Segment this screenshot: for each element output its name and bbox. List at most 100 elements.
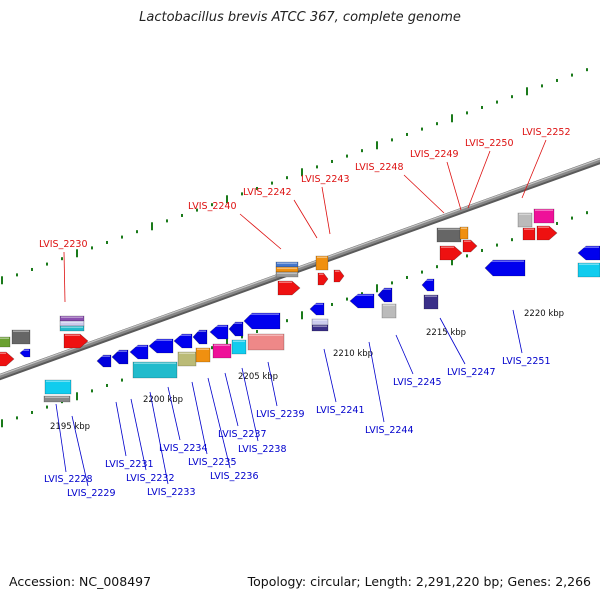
forward-leader-line — [446, 161, 462, 211]
reverse-gene-label: LVIS_2235 — [188, 457, 237, 468]
feature-red-2240 — [277, 280, 301, 296]
reverse-gene-label: LVIS_2244 — [365, 425, 414, 436]
gene-features — [0, 208, 600, 403]
feature-red-2252a — [522, 227, 536, 241]
feature-stripe-c — [59, 325, 85, 332]
forward-gene-label: LVIS_2248 — [355, 162, 404, 173]
scale-label: 2210 kbp — [333, 349, 373, 359]
reverse-leader-line — [167, 386, 181, 441]
reverse-gene-label: LVIS_2232 — [126, 473, 175, 484]
reverse-leader-line — [207, 377, 231, 469]
feature-stripe-orange — [275, 266, 299, 273]
feature-khaki — [177, 351, 197, 367]
reverse-leader-line — [149, 391, 169, 485]
reverse-leader-line — [224, 372, 239, 427]
label-leader-lines — [55, 139, 547, 487]
forward-leader-line — [239, 213, 282, 250]
feature-red-2230 — [63, 333, 89, 349]
feature-blue-2241 — [309, 302, 325, 316]
feature-salmon — [247, 333, 285, 351]
feature-stripe-gray — [275, 271, 299, 278]
reverse-leader-line — [115, 401, 127, 457]
feature-blue-2239 — [243, 312, 281, 330]
reverse-leader-line — [323, 348, 337, 403]
feature-blue-left — [19, 348, 31, 358]
feature-cyan-left — [44, 379, 72, 395]
feature-stripe-2241b — [311, 324, 329, 332]
reverse-leader-line — [55, 403, 67, 473]
scale-label: 2220 kbp — [524, 309, 564, 319]
forward-leader-line — [293, 199, 318, 239]
reverse-gene-label: LVIS_2238 — [238, 444, 287, 455]
backbone-highlight — [0, 158, 600, 376]
map-title: Lactobacillus brevis ATCC 367, complete … — [139, 10, 461, 25]
feature-magenta-2252 — [533, 208, 555, 224]
forward-leader-line — [521, 139, 547, 199]
dotted-guide-lines — [1, 68, 588, 428]
feature-blue-2246 — [421, 278, 435, 292]
reverse-gene-label: LVIS_2231 — [105, 459, 154, 470]
feature-blue-2235 — [173, 333, 193, 349]
forward-gene-label: LVIS_2242 — [243, 187, 292, 198]
reverse-gene-label: LVIS_2237 — [218, 429, 267, 440]
reverse-gene-label: LVIS_2228 — [44, 474, 93, 485]
scale-label: 2195 kbp — [50, 422, 90, 432]
forward-gene-label: LVIS_2240 — [188, 201, 237, 212]
feature-cyan-long — [132, 361, 178, 379]
reverse-leader-line — [267, 361, 278, 407]
backbone-line — [0, 157, 600, 379]
feature-cyan-right — [577, 262, 600, 278]
feature-gray-2245 — [381, 303, 397, 319]
feature-blue-2236 — [192, 329, 208, 345]
feature-blue-2244b — [377, 287, 393, 303]
feature-red-2252b — [536, 225, 558, 241]
reverse-gene-label: LVIS_2239 — [256, 409, 305, 420]
reverse-gene-label: LVIS_2233 — [147, 487, 196, 498]
reverse-leader-line — [71, 415, 89, 487]
forward-gene-label: LVIS_2252 — [522, 127, 571, 138]
reverse-gene-label: LVIS_2247 — [447, 367, 496, 378]
feature-red-2248 — [439, 245, 463, 261]
genome-summary-text: Topology: circular; Length: 2,291,220 bp… — [247, 574, 591, 589]
feature-stripe-b — [59, 320, 85, 327]
feature-blue-right — [577, 245, 600, 261]
scale-label: 2205 kbp — [238, 372, 278, 382]
feature-blue-2237 — [209, 324, 229, 340]
reverse-gene-label: LVIS_2245 — [393, 377, 442, 388]
reverse-leader-line — [395, 334, 414, 375]
reverse-gene-label: LVIS_2236 — [210, 471, 259, 482]
forward-gene-label: LVIS_2250 — [465, 138, 514, 149]
gene-labels: LVIS_2230 LVIS_2240 LVIS_2242 LVIS_2243 LVIS… — [39, 127, 571, 499]
feature-blue-2251 — [484, 259, 526, 277]
forward-gene-label: LVIS_2230 — [39, 239, 88, 250]
feature-stripe-a — [59, 315, 85, 322]
feature-orange-low — [195, 347, 211, 363]
reverse-gene-label: LVIS_2234 — [159, 443, 208, 454]
feature-red-2250 — [462, 239, 478, 253]
feature-purple-2247 — [423, 294, 439, 310]
forward-gene-label: LVIS_2243 — [301, 174, 350, 185]
scale-labels: 2195 kbp 2200 kbp 2205 kbp 2210 kbp 2215 kbp… — [50, 309, 564, 432]
reverse-leader-line — [191, 381, 208, 455]
feature-stripe-2241a — [311, 318, 329, 326]
reverse-leader-line — [368, 341, 385, 423]
genome-backbone — [0, 157, 600, 381]
forward-leader-line — [321, 186, 331, 235]
reverse-leader-line — [512, 309, 523, 354]
forward-leader-line — [467, 150, 491, 209]
feature-orange-2250 — [459, 226, 469, 240]
forward-leader-line — [403, 174, 445, 214]
feature-gray-2248 — [436, 227, 462, 243]
feature-red-2243b — [333, 269, 345, 283]
accession-text: Accession: NC_008497 — [9, 574, 152, 589]
feature-cyan-low — [231, 339, 247, 355]
feature-orange-2242 — [315, 255, 329, 271]
reverse-gene-label: LVIS_2241 — [316, 405, 365, 416]
feature-green-left — [0, 336, 11, 348]
feature-red-2243a — [317, 272, 329, 286]
feature-blue-2234 — [148, 338, 174, 354]
feature-stripe-blue — [275, 261, 299, 268]
reverse-gene-label: LVIS_2251 — [502, 356, 551, 367]
reverse-gene-label: LVIS_2229 — [67, 488, 116, 499]
